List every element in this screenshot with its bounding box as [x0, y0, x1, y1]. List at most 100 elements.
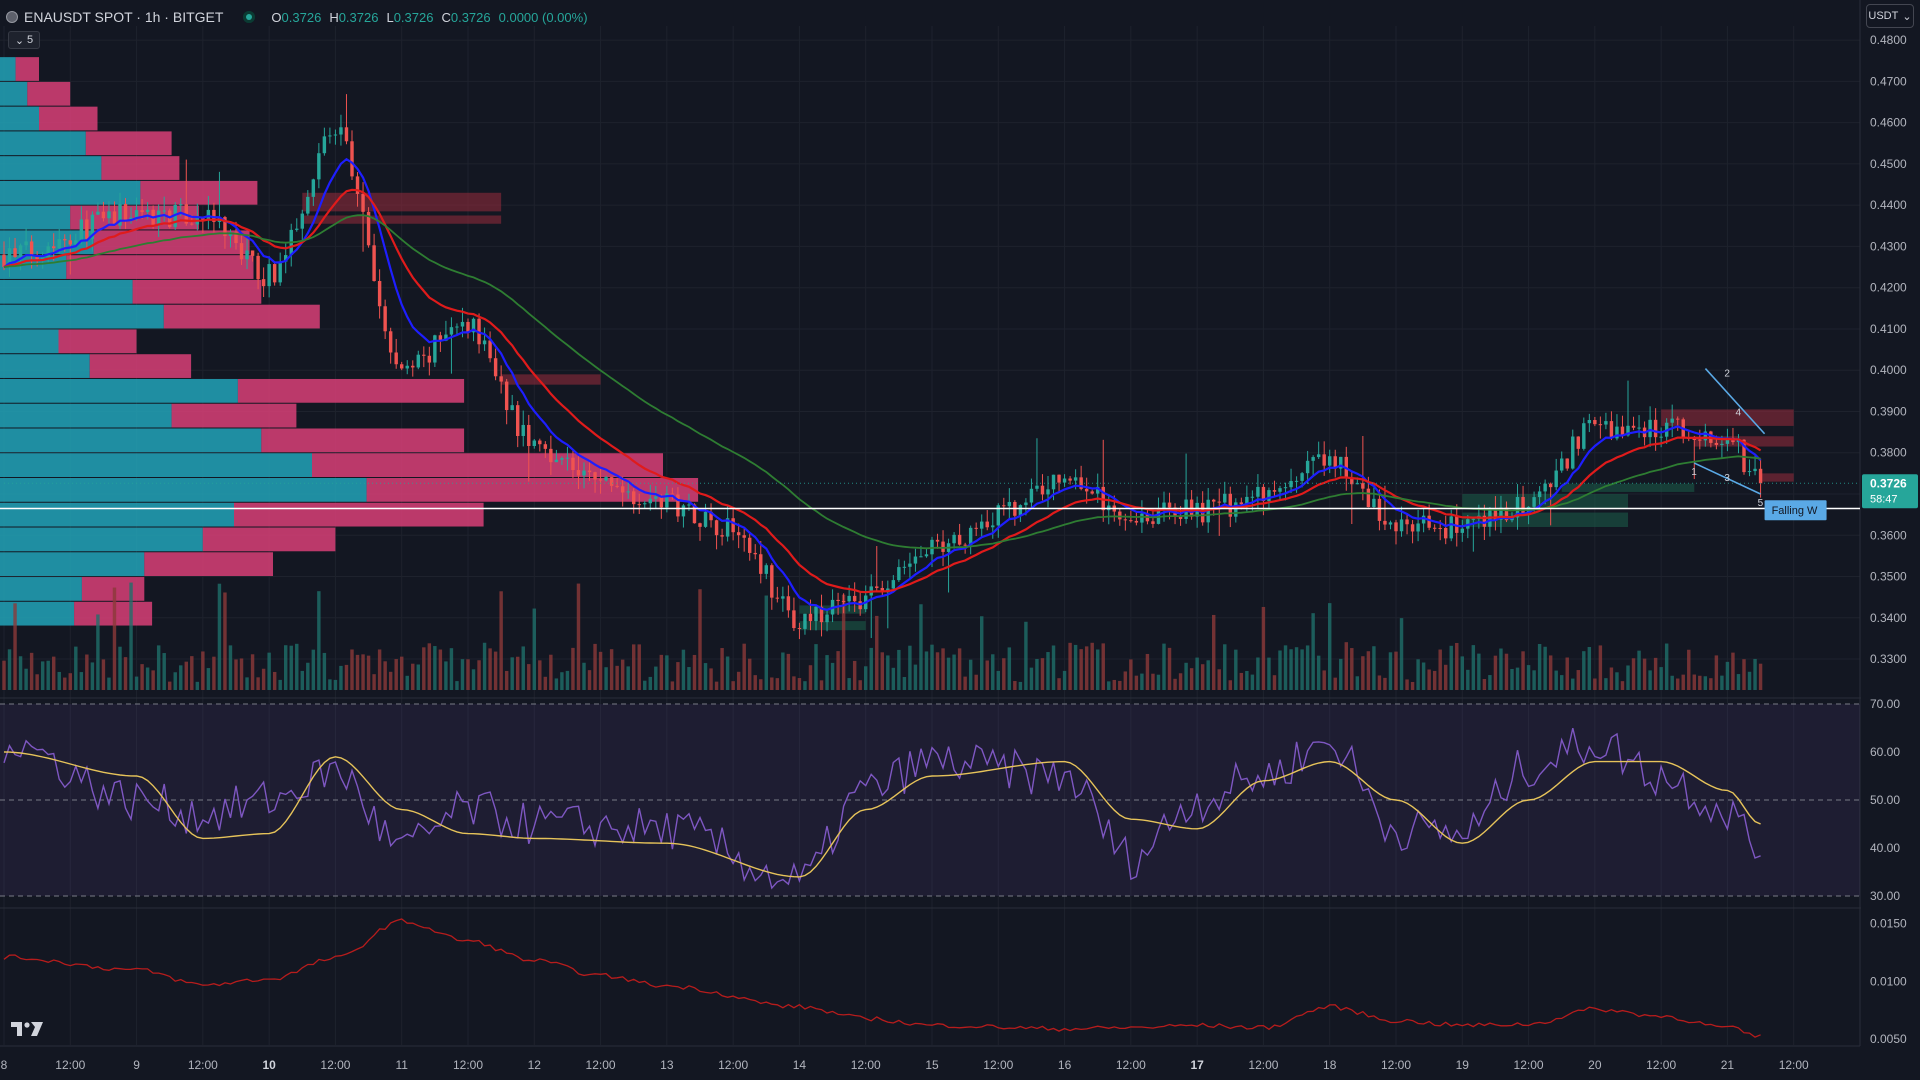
- tradingview-logo: [11, 1022, 43, 1036]
- indicators-collapse-button[interactable]: ⌄ 5: [8, 31, 40, 49]
- candle-body: [1267, 490, 1271, 502]
- volume-bar: [764, 595, 768, 690]
- volume-profile-down-bar: [140, 180, 258, 205]
- candle-body: [18, 245, 23, 257]
- time-tick-label: 15: [925, 1058, 939, 1072]
- volume-bar: [1140, 673, 1144, 690]
- market-open-status-icon: [243, 11, 256, 23]
- candle-body: [1692, 438, 1696, 440]
- volume-bar: [256, 677, 260, 690]
- candle-body: [582, 470, 586, 476]
- price-tick-label: 0.3600: [1870, 528, 1907, 542]
- time-tick-label: 12:00: [1779, 1058, 1809, 1072]
- candle-body: [1659, 436, 1663, 438]
- ohlc-value: 0.0000 (0.00%): [498, 9, 588, 25]
- volume-bar: [1676, 678, 1680, 690]
- candle-body: [328, 135, 332, 137]
- candle-body: [1720, 443, 1724, 445]
- volume-bar: [1416, 659, 1420, 690]
- volume-bar: [1698, 675, 1702, 690]
- volume-bar: [212, 656, 216, 690]
- volume-bar: [1200, 664, 1205, 690]
- candle-body: [908, 563, 912, 567]
- candle-body: [1377, 498, 1382, 521]
- candle-body: [1427, 515, 1431, 528]
- volume-bar: [7, 649, 12, 690]
- candle-body: [1167, 502, 1172, 508]
- volume-bar: [1350, 648, 1354, 690]
- volume-bar: [510, 657, 514, 690]
- volume-bar: [1278, 650, 1282, 690]
- candle-body: [1366, 488, 1371, 508]
- time-tick-label: 12:00: [586, 1058, 616, 1072]
- candle-body: [1096, 486, 1100, 494]
- candle-body: [405, 365, 409, 369]
- volume-profile-up-bar: [0, 205, 71, 230]
- volume-bar: [1040, 658, 1045, 690]
- volume-bar: [245, 677, 249, 690]
- candle-body: [504, 381, 509, 411]
- volume-bar: [1714, 655, 1719, 690]
- lower-indicator-pane: [3, 918, 1761, 1038]
- volume-bar: [1084, 646, 1089, 690]
- volume-bar: [1681, 674, 1685, 690]
- time-axis-background: [0, 1046, 1920, 1080]
- candle-body: [1283, 487, 1288, 489]
- candle-body: [604, 477, 608, 481]
- candle-body: [1261, 486, 1266, 502]
- ohlc-item: H0.3726: [329, 10, 378, 25]
- candle-body: [377, 281, 382, 307]
- currency-select[interactable]: USDT ⌄: [1866, 4, 1914, 28]
- candle-body: [118, 203, 122, 226]
- volume-bar: [1521, 651, 1525, 690]
- volume-bar: [1554, 670, 1558, 690]
- volume-bar: [604, 667, 608, 690]
- candle-body: [1560, 458, 1564, 471]
- candle-body: [344, 127, 349, 142]
- candle-body: [256, 255, 260, 280]
- candle-body: [665, 493, 669, 508]
- volume-profile-down-bar: [237, 378, 465, 403]
- candle-body: [1460, 528, 1464, 533]
- volume-bar: [261, 668, 266, 690]
- candle-body: [433, 335, 437, 363]
- volume-bar: [1316, 655, 1321, 690]
- volume-profile-down-bar: [202, 527, 336, 552]
- symbol-title[interactable]: ENAUSDT SPOT · 1h · BITGET: [24, 9, 224, 25]
- candle-body: [1250, 496, 1255, 498]
- candle-body: [1714, 442, 1719, 445]
- volume-bar: [1455, 643, 1459, 690]
- volume-bar: [1206, 660, 1210, 690]
- volume-bar: [1029, 667, 1034, 690]
- volume-bar: [681, 649, 686, 690]
- candle-body: [1444, 527, 1448, 539]
- volume-bar: [444, 661, 448, 690]
- volume-bar: [162, 653, 166, 690]
- volume-profile-down-bar: [66, 255, 254, 279]
- volume-bar: [29, 652, 34, 690]
- volume-bar: [1653, 657, 1658, 690]
- candle-body: [1438, 527, 1442, 529]
- volume-bar: [996, 670, 1000, 690]
- candle-body: [52, 246, 56, 249]
- volume-bar: [383, 661, 387, 690]
- candle-body: [764, 565, 768, 574]
- candle-body: [786, 596, 791, 611]
- supply-zone: [501, 374, 601, 385]
- candle-body: [107, 211, 111, 219]
- candle-body: [1482, 515, 1487, 527]
- volume-bar: [880, 652, 884, 690]
- candle-body: [1372, 498, 1376, 508]
- candle-body: [560, 458, 564, 460]
- volume-bar: [284, 645, 288, 690]
- volume-bar: [742, 643, 746, 690]
- volume-bar: [1560, 675, 1564, 690]
- candle-body: [145, 209, 150, 213]
- candle-body: [383, 306, 387, 332]
- volume-bar: [748, 658, 752, 690]
- candle-body: [1256, 486, 1260, 497]
- volume-bar: [405, 675, 409, 690]
- price-tick-label: 0.3500: [1870, 570, 1907, 584]
- candle-body: [847, 595, 851, 602]
